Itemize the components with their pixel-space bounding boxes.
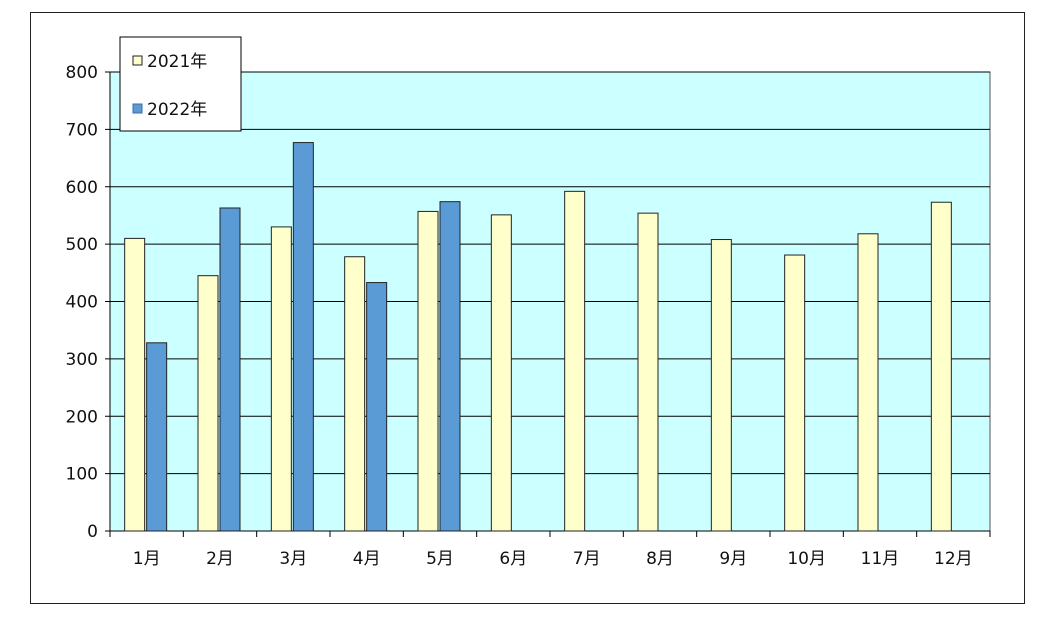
legend: 2021年 2022年 [119, 36, 242, 132]
legend-label-2022: 2022年 [147, 100, 207, 120]
y-tick-label: 500 [66, 235, 98, 255]
bar-2021 [564, 190, 586, 532]
x-tick-label: 2月 [206, 549, 234, 569]
bars [124, 142, 952, 532]
y-tick-label: 400 [66, 293, 98, 313]
y-tick-label: 200 [66, 407, 98, 427]
y-tick-label: 800 [66, 63, 98, 83]
bar-2021 [490, 214, 512, 532]
x-tick-label: 10月 [787, 549, 826, 569]
x-tick-label: 8月 [646, 549, 674, 569]
bar-2021 [197, 275, 219, 532]
bar-2021 [930, 201, 952, 532]
bar-2022 [366, 282, 388, 532]
y-tick-label: 300 [66, 350, 98, 370]
bar-2022 [292, 142, 314, 532]
bar-2021 [857, 233, 879, 532]
bar-2022 [219, 207, 241, 532]
y-tick-label: 600 [66, 178, 98, 198]
x-tick-label: 3月 [279, 549, 307, 569]
bar-2022 [439, 201, 461, 532]
y-axis-ticks: 0 100 200 300 400 500 600 700 800 [66, 63, 98, 542]
gridlines [105, 71, 991, 537]
bar-2021 [344, 256, 366, 532]
bar-2021 [270, 226, 292, 532]
legend-swatch-2022 [132, 103, 143, 114]
x-tick-label: 11月 [861, 549, 900, 569]
bar-2022 [146, 342, 168, 532]
bar-2021 [784, 254, 806, 532]
legend-label-2021: 2021年 [147, 52, 207, 72]
y-tick-label: 700 [66, 120, 98, 140]
x-axis-ticks: 1月 2月 3月 4月 5月 6月 7月 8月 9月 10月 11月 12月 [133, 549, 973, 569]
legend-swatch-2021 [132, 55, 143, 66]
x-tick-label: 4月 [353, 549, 381, 569]
x-tick-label: 6月 [499, 549, 527, 569]
x-tick-label: 9月 [719, 549, 747, 569]
y-tick-label: 100 [66, 465, 98, 485]
x-tick-label: 1月 [133, 549, 161, 569]
x-tick-label: 12月 [934, 549, 973, 569]
x-tick-label: 7月 [573, 549, 601, 569]
bar-2021 [124, 237, 146, 532]
x-tick-label: 5月 [426, 549, 454, 569]
bar-2021 [710, 239, 732, 532]
bar-2021 [637, 212, 659, 532]
y-tick-label: 0 [87, 522, 98, 542]
legend-box [119, 36, 242, 132]
bar-2021 [417, 210, 439, 532]
